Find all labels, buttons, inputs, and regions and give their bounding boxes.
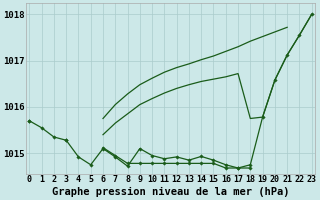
X-axis label: Graphe pression niveau de la mer (hPa): Graphe pression niveau de la mer (hPa): [52, 187, 289, 197]
